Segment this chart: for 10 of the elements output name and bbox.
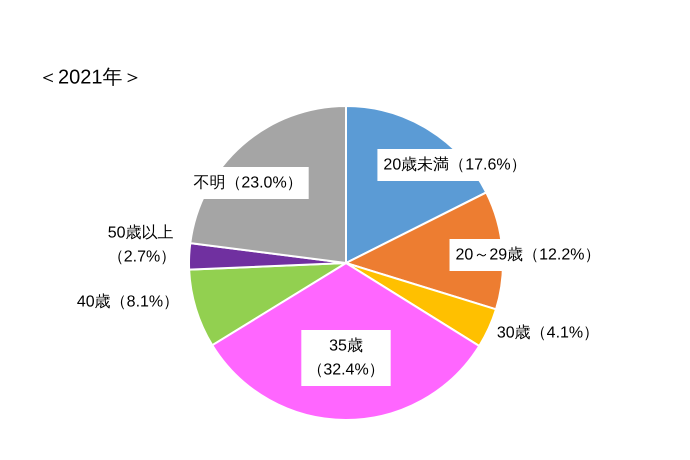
chart-title: ＜2021年＞: [38, 66, 142, 89]
slice-label: 不明（23.0%）: [193, 174, 303, 192]
slice-label: 50歳以上: [108, 223, 174, 242]
slice-label: 20歳未満（17.6%）: [383, 155, 527, 174]
data-label: （2.7%）: [108, 248, 176, 266]
slice-label: 35歳: [329, 336, 363, 354]
slice-label: 20～29歳（12.2%）: [456, 245, 600, 264]
slice-label: 30歳（4.1%）: [496, 323, 600, 342]
slice-label: 40歳（8.1%）: [76, 292, 180, 310]
data-label: （32.4%）: [307, 361, 385, 378]
